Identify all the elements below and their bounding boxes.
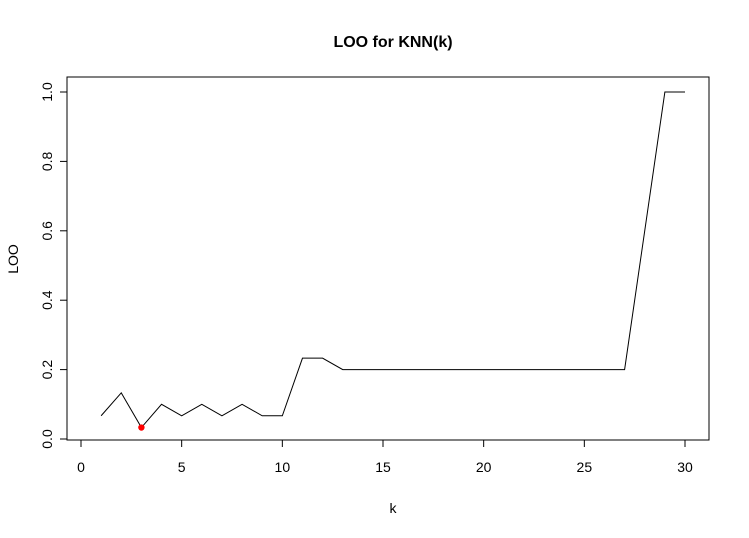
- x-axis-label: k: [390, 500, 398, 516]
- x-tick-label: 30: [677, 459, 693, 475]
- y-tick-label: 1.0: [39, 82, 55, 102]
- x-tick-label: 10: [275, 459, 291, 475]
- series-line: [100, 91, 685, 429]
- x-tick-label: 15: [375, 459, 391, 475]
- series-layer: [100, 91, 685, 431]
- plot-frame: [66, 76, 710, 441]
- x-tick-label: 25: [577, 459, 593, 475]
- y-axis: 0.0 0.2 0.4 0.6 0.8 1.0: [39, 82, 68, 449]
- y-tick-label: 0.4: [39, 290, 55, 310]
- highlight-point: [138, 424, 145, 431]
- x-tick-label: 5: [178, 459, 186, 475]
- x-tick-label: 20: [476, 459, 492, 475]
- chart-title: LOO for KNN(k): [333, 34, 452, 51]
- y-tick-label: 0.8: [39, 151, 55, 171]
- y-axis-label: LOO: [5, 244, 21, 274]
- y-tick-label: 0.2: [39, 360, 55, 380]
- y-tick-label: 0.6: [39, 221, 55, 241]
- x-axis: 0 5 10 15 20 25 30: [77, 439, 693, 475]
- y-tick-label: 0.0: [39, 429, 55, 449]
- x-tick-label: 0: [77, 459, 85, 475]
